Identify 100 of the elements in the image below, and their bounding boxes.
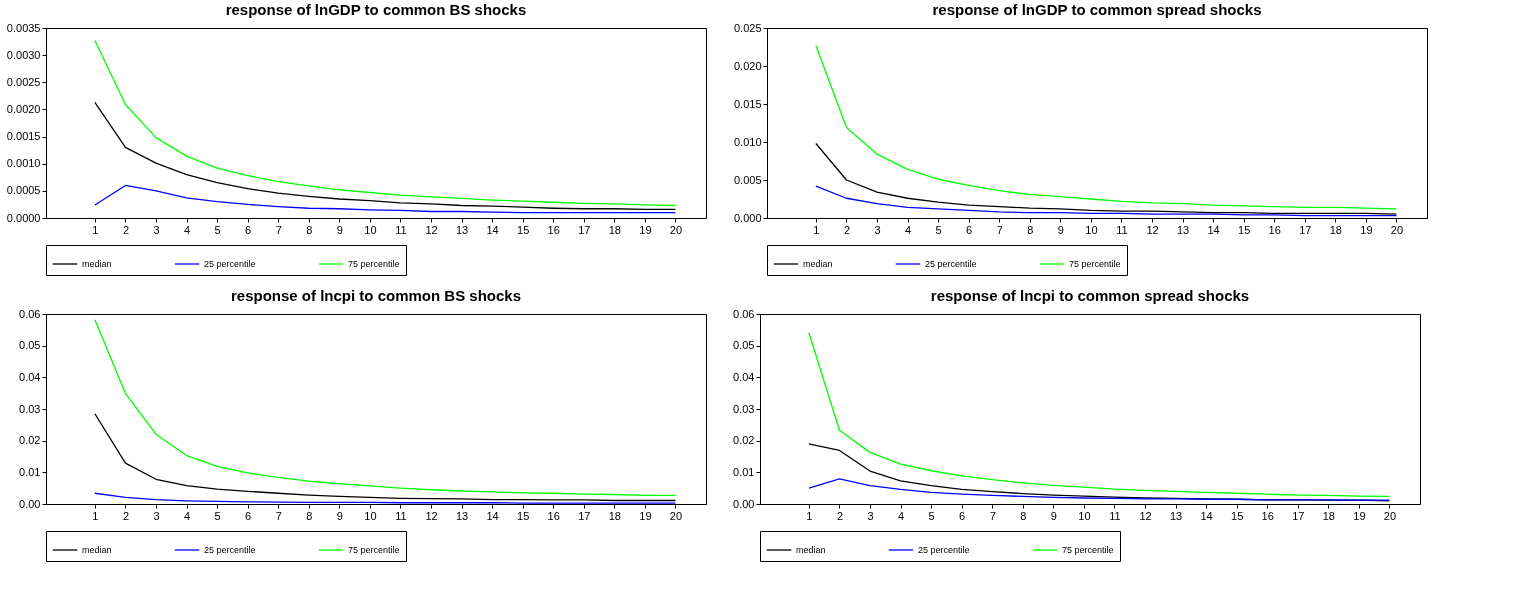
x-tick-label: 13	[455, 223, 469, 236]
line-series	[815, 44, 1398, 210]
y-tick-label: 0.015	[733, 97, 762, 110]
x-tick-label: 12	[1139, 509, 1152, 522]
chart-title: response of lncpi to common BS shocks	[230, 287, 522, 304]
legend-label: median	[803, 259, 833, 269]
y-tick-label: 0.00	[19, 497, 41, 510]
line-series	[94, 101, 677, 210]
x-tick-label: 3	[153, 223, 160, 236]
line-series	[815, 185, 1398, 217]
x-tick-label: 10	[1078, 509, 1091, 522]
line-series	[94, 184, 677, 214]
x-tick-label: 5	[214, 509, 221, 522]
x-tick-label: 12	[1146, 223, 1159, 236]
y-tick-label: 0.025	[733, 21, 762, 34]
x-tick-label: 18	[1329, 223, 1342, 236]
y-tick-label: 0.01	[19, 465, 41, 478]
x-tick-label: 11	[1109, 509, 1121, 522]
x-tick-label: 11	[395, 509, 407, 522]
x-tick-label: 16	[547, 223, 560, 236]
chart-title: response of lnGDP to common spread shocks	[932, 1, 1262, 18]
x-tick-label: 16	[547, 509, 560, 522]
x-tick-label: 10	[364, 509, 377, 522]
y-tick-label: 0.0025	[6, 75, 41, 88]
x-tick-label: 3	[153, 509, 160, 522]
x-tick-label: 19	[1360, 223, 1373, 236]
legend-label: median	[796, 545, 826, 555]
y-tick-label: 0.02	[19, 434, 41, 447]
x-tick-label: 18	[608, 509, 621, 522]
x-tick-label: 20	[1383, 509, 1397, 522]
x-tick-label: 19	[639, 509, 652, 522]
x-tick-label: 5	[935, 223, 942, 236]
x-tick-label: 3	[874, 223, 881, 236]
x-tick-label: 20	[669, 509, 683, 522]
x-tick-label: 18	[1322, 509, 1335, 522]
y-tick-label: 0.0010	[6, 157, 41, 170]
y-tick-label: 0.0005	[6, 184, 41, 197]
y-tick-label: 0.05	[19, 339, 41, 352]
x-tick-label: 19	[1353, 509, 1366, 522]
x-tick-label: 7	[275, 223, 282, 236]
x-tick-label: 14	[1200, 509, 1213, 522]
x-tick-label: 8	[306, 223, 313, 236]
x-tick-label: 4	[183, 223, 191, 236]
line-series	[808, 478, 1391, 501]
legend-label: 75 percentile	[1069, 259, 1121, 269]
y-tick-label: 0.000	[733, 211, 762, 224]
x-tick-label: 14	[1207, 223, 1220, 236]
x-tick-label: 2	[122, 223, 130, 236]
x-tick-label: 1	[92, 223, 99, 236]
x-tick-label: 5	[928, 509, 935, 522]
x-tick-label: 8	[1027, 223, 1034, 236]
x-tick-label: 1	[92, 509, 99, 522]
y-tick-label: 0.04	[19, 370, 41, 383]
x-tick-label: 1	[806, 509, 813, 522]
x-tick-label: 16	[1261, 509, 1274, 522]
x-tick-label: 18	[608, 223, 621, 236]
x-tick-label: 6	[245, 509, 252, 522]
legend-label: 75 percentile	[1062, 545, 1114, 555]
line-series	[94, 39, 677, 207]
y-tick-label: 0.005	[733, 173, 762, 186]
x-tick-label: 17	[1299, 223, 1312, 236]
x-tick-label: 7	[989, 509, 996, 522]
x-tick-label: 6	[966, 223, 973, 236]
x-tick-label: 15	[517, 223, 530, 236]
x-tick-label: 7	[275, 509, 282, 522]
x-tick-label: 14	[486, 223, 499, 236]
x-tick-label: 17	[578, 509, 591, 522]
x-tick-label: 4	[897, 509, 905, 522]
x-tick-label: 6	[959, 509, 966, 522]
x-tick-label: 13	[1169, 509, 1183, 522]
legend-label: median	[82, 259, 112, 269]
x-tick-label: 9	[1050, 509, 1057, 522]
line-series	[815, 142, 1398, 215]
y-tick-label: 0.0020	[6, 102, 41, 115]
line-series	[94, 413, 677, 502]
x-tick-label: 9	[1057, 223, 1064, 236]
y-tick-label: 0.03	[19, 402, 41, 415]
y-tick-label: 0.0035	[6, 21, 41, 34]
x-tick-label: 2	[843, 223, 851, 236]
x-tick-label: 12	[425, 223, 438, 236]
y-tick-label: 0.0030	[6, 48, 41, 61]
chart-title: response of lncpi to common spread shocks	[930, 287, 1250, 304]
y-tick-label: 0.02	[733, 434, 755, 447]
x-tick-label: 11	[395, 223, 407, 236]
legend-label: 25 percentile	[918, 545, 970, 555]
x-tick-label: 1	[813, 223, 820, 236]
x-tick-label: 17	[578, 223, 591, 236]
y-tick-label: 0.06	[733, 307, 755, 320]
x-tick-label: 4	[183, 509, 191, 522]
chart-title: response of lnGDP to common BS shocks	[225, 1, 527, 18]
x-tick-label: 13	[455, 509, 469, 522]
x-tick-label: 5	[214, 223, 221, 236]
line-series	[94, 319, 677, 497]
x-tick-label: 10	[1085, 223, 1098, 236]
x-tick-label: 20	[1390, 223, 1404, 236]
y-tick-label: 0.05	[733, 339, 755, 352]
x-tick-label: 20	[669, 223, 683, 236]
x-tick-label: 11	[1116, 223, 1128, 236]
x-tick-label: 17	[1292, 509, 1305, 522]
x-tick-label: 2	[836, 509, 844, 522]
